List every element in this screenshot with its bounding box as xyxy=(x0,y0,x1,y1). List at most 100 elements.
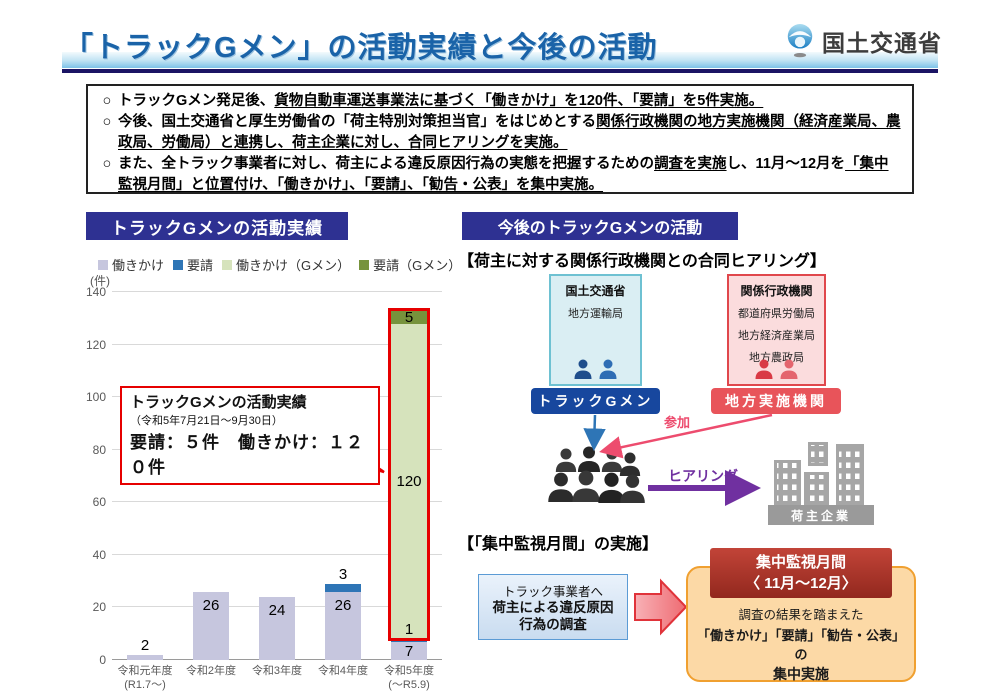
monitoring-month-badge: 集中監視月間 〈 11月～12月〉 xyxy=(710,548,892,598)
bar-segment xyxy=(391,641,427,660)
grid-line xyxy=(112,501,442,503)
legend-swatch xyxy=(222,259,233,270)
bullet-segment: また、全トラック事業者に対し、荷主による違反原因行為の実態を把握するための xyxy=(118,156,655,173)
legend-label: 要請 xyxy=(187,258,214,273)
bullet-segment: 「集中監視月間」と位置付け、「働きかけ」、「要請」、「勧告・公表」を集中実施。 xyxy=(118,156,889,194)
legend-item: 要請 xyxy=(173,255,213,274)
big-right-arrow-icon xyxy=(634,578,688,636)
y-tick-label: 60 xyxy=(92,495,106,510)
badge-line1: 集中監視月間 xyxy=(755,554,846,571)
crowd-icon xyxy=(548,446,645,503)
y-tick-label: 0 xyxy=(99,653,106,667)
left-section-header: トラックGメンの活動実績 xyxy=(86,212,348,240)
gmen-down-arrow xyxy=(583,414,606,451)
bullet-segment: 調査を実施 xyxy=(654,156,727,173)
page-title: 「トラックGメン」の活動実績と今後の活動 xyxy=(64,32,658,64)
person-icon xyxy=(599,359,617,379)
legend-label: 働きかけ（Gメン） xyxy=(236,258,351,273)
y-axis-unit: (件) xyxy=(90,274,110,288)
mlit-people-icons xyxy=(551,359,640,379)
bar-value-label: 26 xyxy=(202,596,220,614)
legend-label: 要請（Gメン） xyxy=(373,258,462,273)
bullet-marker: ○ xyxy=(102,93,112,109)
bar-value-label: 1 xyxy=(404,620,414,638)
bar-chart: 0 20 40 60 80 100 120 140 令和元年度 (R1.7～) 2 令和2年度 26 令和… xyxy=(86,285,442,691)
mlit-org-box: 国土交通省 地方運輸局 xyxy=(549,274,642,386)
bullet-list: ○ トラックGメン発足後、貨物自動車運送事業法に基づく「働きかけ」を120件、「要… xyxy=(96,91,902,196)
x-category-line: 令和3年度 xyxy=(251,665,303,677)
bullet-segment: し、11月～12月を xyxy=(726,156,846,173)
ministry-name: 国土交通省 xyxy=(822,30,942,56)
x-category-label: 令和5年度 (～R5.9) xyxy=(371,664,447,693)
callout-period: （令和5年7月21日～9月30日） xyxy=(130,415,283,427)
legend-swatch xyxy=(359,259,370,270)
survey-line3: 行為の調査 xyxy=(519,616,587,632)
local-implementation-pill: 地方実施機関 xyxy=(711,388,841,414)
x-category-line: (R1.7～) xyxy=(124,679,166,692)
survey-line2: 荷主による違反原因 xyxy=(492,599,614,615)
legend-item: 働きかけ（Gメン） xyxy=(222,255,350,274)
bar-segment xyxy=(391,310,427,324)
agency-people-icons xyxy=(729,359,824,379)
bar-value-label: 3 xyxy=(338,565,348,583)
shipper-company-tag: 荷主企業 xyxy=(768,505,874,525)
title-rule xyxy=(62,69,938,73)
y-tick-label: 100 xyxy=(85,390,106,405)
callout-figures: 要請：５件 働きかけ：１２０件 xyxy=(130,433,364,477)
badge-line2: 〈 11月～12月〉 xyxy=(745,575,857,592)
grid-line xyxy=(112,553,442,555)
bullet-segment: 今後、国土交通省と厚生労働省の「荷主特別対策担当官」をはじめとする xyxy=(118,114,597,131)
mlit-org-line: 地方運輸局 xyxy=(568,308,623,320)
x-category-line: (～R5.9) xyxy=(388,679,430,692)
bar-value-label: 26 xyxy=(334,596,352,614)
bar-segment xyxy=(193,591,229,660)
survey-line1: トラック事業者へ xyxy=(502,584,603,599)
bar-segment xyxy=(127,654,163,660)
bullet-marker: ○ xyxy=(102,156,112,173)
bullet-segment: 関係行政機関の地方実施機関（経済産業局、農政局、労働局）と連携し、荷主企業に対し… xyxy=(118,114,901,152)
agency-line: 地方経済産業局 xyxy=(738,330,815,342)
legend-swatch xyxy=(173,259,184,270)
concentrated-implementation-text: 調査の結果を踏まえた 「働きかけ」「要請」「勧告・公表」の 集中実施 xyxy=(692,604,910,684)
chart-legend: 働きかけ 要請 働きかけ（Gメン） 要請（Gメン） xyxy=(98,255,461,274)
y-tick-label: 80 xyxy=(92,442,106,457)
x-category-label: 令和4年度 xyxy=(305,664,381,678)
monitoring-month-subtitle: 【「集中監視月間」の実施】 xyxy=(458,536,659,553)
legend-item: 要請（Gメン） xyxy=(359,255,461,274)
right-section-header: 今後のトラックGメンの活動 xyxy=(462,212,738,240)
x-category-label: 令和3年度 xyxy=(239,664,315,678)
related-agencies-title: 関係行政機関 xyxy=(740,284,813,298)
truck-gmen-pill: トラックGメン xyxy=(531,388,660,414)
x-category-label: 令和元年度 (R1.7～) xyxy=(107,664,183,693)
bar-value-label: 24 xyxy=(268,601,286,619)
grid-line xyxy=(112,291,442,292)
person-icon xyxy=(755,359,773,379)
gmen-highlight-outline xyxy=(388,308,430,641)
sanka-label: 参加 xyxy=(664,415,691,430)
bar-value-label: 5 xyxy=(404,308,414,326)
bar-value-label: 7 xyxy=(404,642,414,660)
person-icon xyxy=(780,359,798,379)
bar-segment xyxy=(325,583,361,592)
bar-segment xyxy=(325,591,361,660)
callout-title: トラックGメンの活動実績 xyxy=(130,394,307,411)
person-icon xyxy=(574,359,592,379)
mlit-logo-icon xyxy=(787,24,813,58)
orange-line3: 集中実施 xyxy=(773,666,829,682)
x-category-line: 令和元年度 xyxy=(117,665,173,677)
bullet-item: ○ 今後、国土交通省と厚生労働省の「荷主特別対策担当官」をはじめとする関係行政機関… xyxy=(96,112,902,154)
y-tick-label: 120 xyxy=(85,337,106,352)
joint-hearing-subtitle: 【荷主に対する関係行政機関との合同ヒアリング】 xyxy=(458,253,826,270)
grid-line xyxy=(112,343,442,345)
summary-box: ○ トラックGメン発足後、貨物自動車運送事業法に基づく「働きかけ」を120件、「要… xyxy=(86,84,914,194)
legend-label: 働きかけ xyxy=(112,258,165,273)
y-tick-label: 140 xyxy=(85,285,106,299)
hearing-label: ヒアリング xyxy=(668,468,738,484)
bullet-item: ○ トラックGメン発足後、貨物自動車運送事業法に基づく「働きかけ」を120件、「要… xyxy=(96,91,902,112)
related-agencies-box: 関係行政機関 都道府県労働局 地方経済産業局 地方農政局 xyxy=(727,274,826,386)
bar-value-label: 2 xyxy=(140,636,150,654)
x-category-line: 令和5年度 xyxy=(383,665,435,677)
bullet-item: ○ また、全トラック事業者に対し、荷主による違反原因行為の実態を把握するための調査… xyxy=(96,154,902,196)
bar-segment xyxy=(391,323,427,639)
